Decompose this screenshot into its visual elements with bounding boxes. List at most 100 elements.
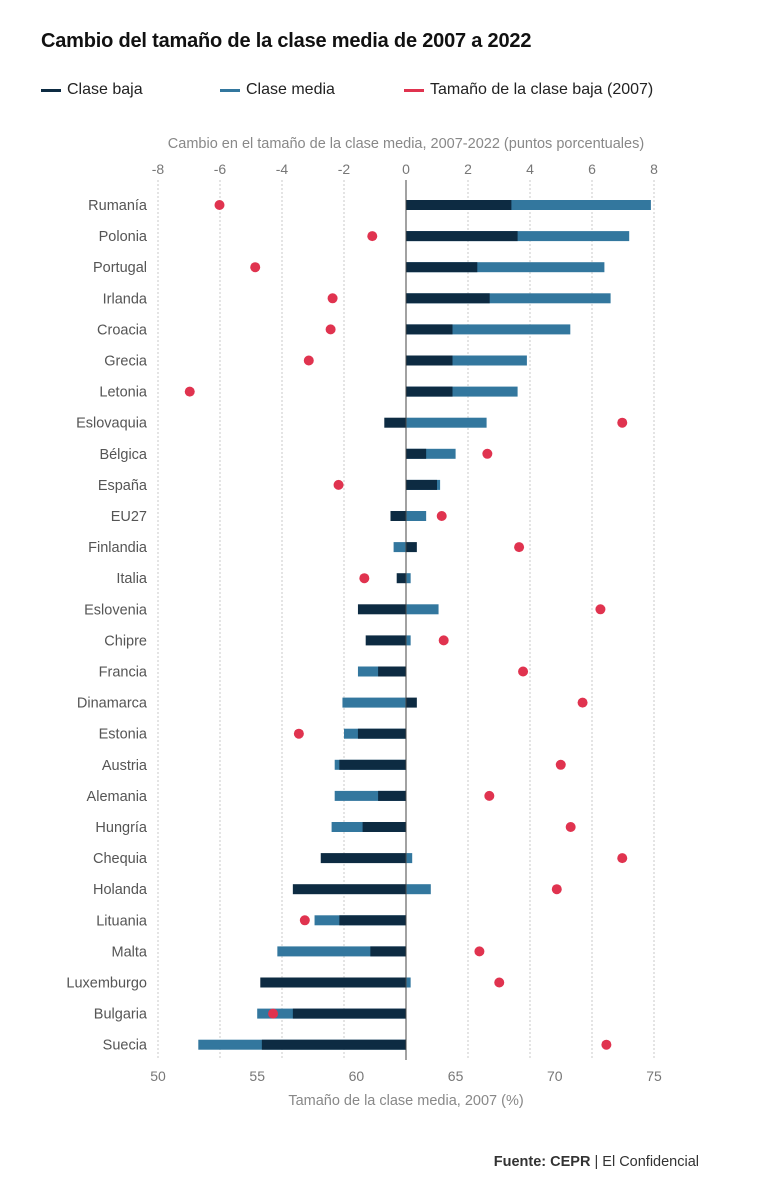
- bar-clase-media: [406, 386, 518, 397]
- dot-clase-baja-2007: [293, 728, 304, 739]
- bar-clase-baja: [406, 386, 453, 397]
- legend-item-clase-baja: Clase baja: [41, 80, 143, 100]
- bar-clase-baja: [406, 479, 437, 490]
- country-row: Bélgica: [99, 447, 493, 463]
- bottom-axis-tick-label: 55: [249, 1068, 265, 1084]
- bar-clase-media: [406, 853, 413, 864]
- bar-clase-baja: [357, 604, 406, 615]
- top-axis-tick-label: 0: [402, 161, 410, 177]
- bar-clase-baja: [357, 728, 406, 739]
- legend-item-clase-baja-2007: Tamaño de la clase baja (2007): [404, 80, 653, 100]
- bar-clase-baja: [406, 324, 453, 335]
- country-label: Bulgaria: [94, 1007, 148, 1023]
- country-row: Croacia: [97, 322, 571, 338]
- dot-clase-baja-2007: [436, 511, 447, 521]
- bar-clase-baja: [378, 790, 406, 801]
- country-label: Letonia: [99, 385, 148, 401]
- bar-clase-media: [406, 573, 411, 584]
- bar-clase-baja: [406, 200, 512, 210]
- legend-swatch-clase-baja: [41, 88, 61, 92]
- dot-clase-baja-2007: [268, 1008, 279, 1019]
- legend-label-clase-baja-2007: Tamaño de la clase baja (2007): [430, 81, 654, 98]
- country-row: Malta: [112, 944, 485, 960]
- country-row: Bulgaria: [94, 1007, 406, 1023]
- dot-clase-baja-2007: [474, 946, 485, 957]
- bar-clase-baja: [261, 1039, 406, 1050]
- bar-clase-media: [406, 448, 456, 459]
- country-row: Estonia: [99, 727, 406, 743]
- dot-clase-baja-2007: [577, 697, 588, 708]
- bar-clase-baja: [406, 448, 427, 459]
- country-row: Finlandia: [88, 540, 525, 556]
- country-label: Portugal: [93, 260, 147, 276]
- dot-clase-baja-2007: [327, 293, 338, 304]
- bar-clase-baja: [292, 1008, 406, 1019]
- country-row: Dinamarca: [77, 696, 588, 712]
- country-label: Eslovaquia: [76, 416, 148, 432]
- legend-label-clase-media: Clase media: [246, 81, 335, 98]
- dot-clase-baja-2007: [518, 666, 529, 677]
- country-label: Croacia: [97, 322, 148, 338]
- country-row: Portugal: [93, 260, 605, 276]
- dot-clase-baja-2007: [494, 977, 505, 988]
- bar-clase-media: [334, 790, 406, 801]
- dot-clase-baja-2007: [184, 386, 195, 397]
- country-row: Grecia: [104, 354, 527, 370]
- bar-clase-baja: [339, 759, 406, 770]
- bar-clase-baja: [406, 231, 518, 242]
- country-label: Luxemburgo: [66, 976, 147, 992]
- bottom-axis-tick-label: 75: [646, 1068, 662, 1084]
- bar-clase-media: [277, 946, 406, 957]
- dot-clase-baja-2007: [367, 231, 378, 242]
- bottom-axis-tick-label: 50: [150, 1068, 166, 1084]
- bar-clase-baja: [384, 417, 406, 428]
- bar-clase-baja: [406, 542, 417, 553]
- country-label: Francia: [99, 665, 148, 681]
- country-label: Irlanda: [103, 291, 148, 307]
- bar-clase-baja: [292, 884, 406, 895]
- source-note: Fuente: CEPR | El Confidencial: [494, 1154, 699, 1170]
- top-axis-title: Cambio en el tamaño de la clase media, 2…: [168, 136, 644, 152]
- top-axis-tick-label: -2: [338, 161, 351, 177]
- bar-clase-baja: [406, 293, 490, 304]
- bottom-axis-tick-label: 65: [448, 1068, 464, 1084]
- country-label: Suecia: [103, 1038, 148, 1054]
- legend-label-clase-baja: Clase baja: [67, 81, 143, 98]
- dot-clase-baja-2007: [438, 635, 449, 646]
- dot-clase-baja-2007: [565, 822, 576, 832]
- country-label: Austria: [102, 758, 148, 774]
- bar-clase-baja: [365, 635, 406, 646]
- legend-swatch-clase-media: [220, 88, 240, 92]
- bar-clase-baja: [320, 853, 406, 864]
- dot-clase-baja-2007: [482, 448, 493, 459]
- dot-clase-baja-2007: [601, 1039, 612, 1050]
- country-label: Alemania: [87, 789, 148, 805]
- country-label: Bélgica: [99, 447, 147, 463]
- source-rest: | El Confidencial: [590, 1154, 699, 1170]
- country-row: Rumanía: [88, 198, 651, 214]
- bottom-axis-title: Tamaño de la clase media, 2007 (%): [288, 1093, 523, 1109]
- country-label: Italia: [116, 571, 148, 587]
- bar-clase-media: [406, 324, 571, 335]
- country-row: Holanda: [93, 882, 562, 898]
- bar-clase-media: [406, 355, 527, 366]
- bar-clase-media: [406, 977, 411, 988]
- country-row: EU27: [111, 509, 447, 525]
- country-row: Polonia: [99, 229, 630, 245]
- bar-clase-media: [406, 884, 431, 895]
- source-label: Fuente: CEPR: [493, 1154, 591, 1170]
- country-row: España: [98, 478, 441, 494]
- country-row: Alemania: [87, 789, 495, 805]
- country-row: Lituania: [96, 913, 406, 929]
- top-axis-tick-label: -4: [276, 161, 289, 177]
- country-row: Chequia: [93, 851, 628, 867]
- dot-clase-baja-2007: [484, 790, 495, 801]
- bar-clase-baja: [406, 355, 453, 366]
- bar-clase-media: [342, 697, 406, 708]
- dot-clase-baja-2007: [617, 853, 628, 864]
- country-label: España: [98, 478, 148, 494]
- top-axis-tick-label: 6: [588, 161, 596, 177]
- bar-clase-baja: [339, 915, 406, 926]
- country-row: Eslovenia: [84, 602, 606, 618]
